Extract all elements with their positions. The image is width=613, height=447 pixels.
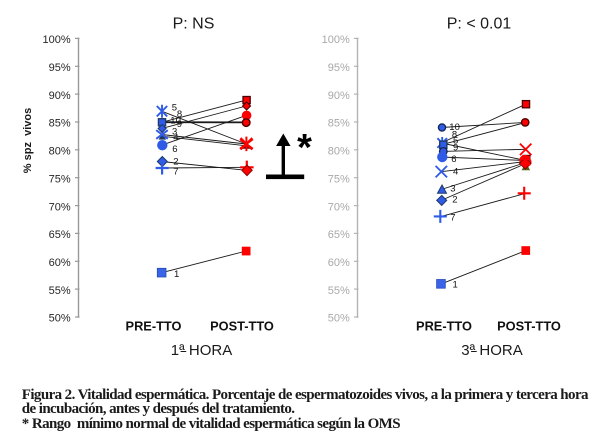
svg-text:3ª HORA: 3ª HORA (461, 342, 522, 359)
svg-text:POST-TTO: POST-TTO (210, 319, 274, 334)
svg-text:50%: 50% (328, 313, 350, 325)
svg-text:6: 6 (451, 154, 456, 165)
svg-text:8: 8 (177, 109, 182, 120)
svg-text:7: 7 (450, 213, 455, 224)
svg-text:65%: 65% (49, 229, 71, 241)
svg-text:1ª HORA: 1ª HORA (171, 342, 232, 359)
svg-text:100%: 100% (322, 34, 350, 46)
svg-text:70%: 70% (328, 201, 350, 213)
svg-text:85%: 85% (328, 118, 350, 130)
svg-text:2: 2 (173, 156, 178, 167)
svg-text:70%: 70% (49, 201, 71, 213)
svg-text:55%: 55% (49, 285, 71, 297)
svg-text:55%: 55% (328, 285, 350, 297)
svg-text:9: 9 (177, 119, 182, 130)
svg-text:95%: 95% (49, 62, 71, 74)
svg-text:85%: 85% (49, 118, 71, 130)
svg-text:90%: 90% (328, 90, 350, 102)
svg-text:95%: 95% (328, 62, 350, 74)
svg-text:Figura 2. Vitalidad espermátic: Figura 2. Vitalidad espermática. Porcent… (22, 387, 589, 403)
svg-text:60%: 60% (49, 257, 71, 269)
svg-text:75%: 75% (328, 173, 350, 185)
svg-text:100%: 100% (43, 34, 71, 46)
svg-text:90%: 90% (49, 90, 71, 102)
svg-text:3: 3 (450, 184, 455, 195)
svg-text:75%: 75% (49, 173, 71, 185)
svg-text:10: 10 (170, 116, 181, 127)
svg-text:PRE-TTO: PRE-TTO (416, 319, 472, 334)
svg-text:80%: 80% (49, 146, 71, 158)
svg-text:PRE-TTO: PRE-TTO (126, 319, 182, 334)
svg-text:*: * (297, 127, 312, 169)
svg-text:60%: 60% (328, 257, 350, 269)
svg-text:4: 4 (173, 132, 178, 143)
svg-text:7: 7 (173, 166, 178, 177)
svg-text:2: 2 (452, 195, 457, 206)
svg-text:4: 4 (453, 167, 458, 178)
svg-text:% spz vivos: % spz vivos (22, 108, 34, 173)
svg-text:65%: 65% (328, 229, 350, 241)
svg-text:1: 1 (174, 269, 179, 280)
svg-text:de incubación, antes y después: de incubación, antes y después del trata… (22, 401, 295, 417)
svg-text:80%: 80% (328, 146, 350, 158)
svg-text:5: 5 (172, 103, 177, 114)
svg-text:P: NS: P: NS (173, 16, 215, 33)
svg-text:6: 6 (172, 144, 177, 155)
svg-text:3: 3 (172, 126, 177, 137)
svg-text:5: 5 (453, 136, 458, 147)
svg-text:P: < 0.01: P: < 0.01 (447, 16, 512, 33)
svg-text:10: 10 (449, 122, 460, 133)
svg-text:9: 9 (453, 143, 458, 154)
svg-text:8: 8 (452, 130, 457, 141)
svg-text:50%: 50% (49, 313, 71, 325)
svg-text:POST-TTO: POST-TTO (497, 319, 561, 334)
svg-text:1: 1 (453, 280, 458, 291)
svg-text:* Rango mínimo normal de vita: * Rango mínimo normal de vitalidad esper… (22, 416, 400, 432)
